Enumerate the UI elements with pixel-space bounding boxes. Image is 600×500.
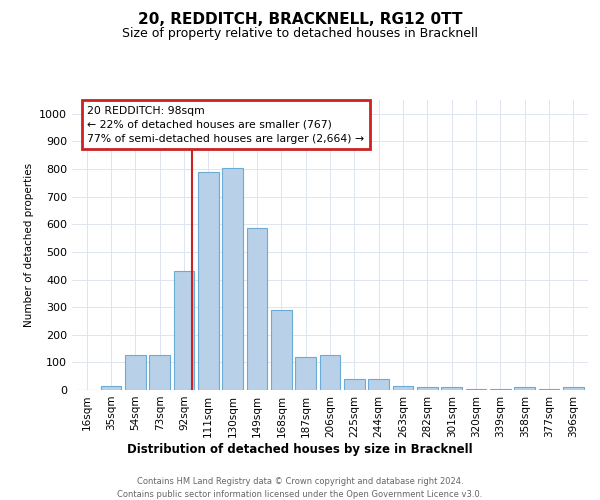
Y-axis label: Number of detached properties: Number of detached properties — [23, 163, 34, 327]
Bar — [514, 387, 535, 390]
Bar — [368, 379, 389, 390]
Bar — [101, 386, 121, 390]
Bar — [125, 356, 146, 390]
Text: Contains HM Land Registry data © Crown copyright and database right 2024.: Contains HM Land Registry data © Crown c… — [137, 478, 463, 486]
Text: 20, REDDITCH, BRACKNELL, RG12 0TT: 20, REDDITCH, BRACKNELL, RG12 0TT — [138, 12, 462, 28]
Bar — [563, 387, 584, 390]
Bar — [442, 387, 462, 390]
Bar — [320, 356, 340, 390]
Bar — [392, 386, 413, 390]
Bar — [222, 168, 243, 390]
Bar — [271, 310, 292, 390]
Bar — [466, 388, 487, 390]
Text: Contains public sector information licensed under the Open Government Licence v3: Contains public sector information licen… — [118, 490, 482, 499]
Bar — [295, 357, 316, 390]
Text: Distribution of detached houses by size in Bracknell: Distribution of detached houses by size … — [127, 442, 473, 456]
Bar — [198, 172, 218, 390]
Text: Size of property relative to detached houses in Bracknell: Size of property relative to detached ho… — [122, 28, 478, 40]
Bar — [417, 387, 438, 390]
Bar — [490, 388, 511, 390]
Bar — [344, 379, 365, 390]
Text: 20 REDDITCH: 98sqm
← 22% of detached houses are smaller (767)
77% of semi-detach: 20 REDDITCH: 98sqm ← 22% of detached hou… — [88, 106, 365, 144]
Bar — [149, 356, 170, 390]
Bar — [173, 271, 194, 390]
Bar — [247, 228, 268, 390]
Bar — [539, 388, 559, 390]
